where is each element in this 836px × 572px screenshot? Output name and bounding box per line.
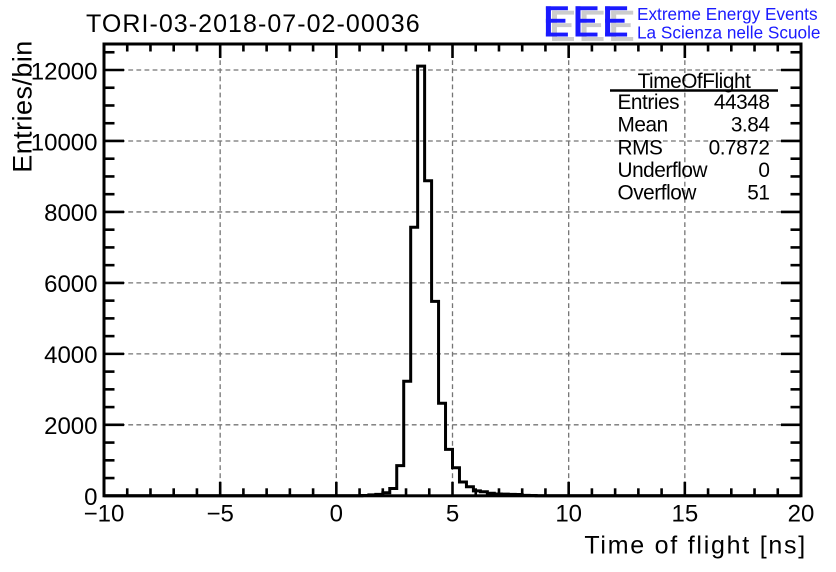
svg-text:5: 5 <box>446 501 459 528</box>
svg-text:0: 0 <box>758 159 769 182</box>
svg-text:0: 0 <box>84 484 97 511</box>
svg-text:15: 15 <box>671 501 698 528</box>
svg-text:6000: 6000 <box>44 271 97 298</box>
svg-text:2000: 2000 <box>44 413 97 440</box>
svg-text:0: 0 <box>330 501 343 528</box>
svg-text:RMS: RMS <box>618 136 663 159</box>
svg-text:Overflow: Overflow <box>618 182 698 205</box>
svg-text:Entries/bin: Entries/bin <box>8 40 38 173</box>
svg-text:Underflow: Underflow <box>618 159 709 182</box>
svg-text:Time of flight [ns]: Time of flight [ns] <box>584 532 807 560</box>
svg-text:TimeOfFlight: TimeOfFlight <box>638 70 752 93</box>
svg-text:4000: 4000 <box>44 342 97 369</box>
svg-text:La Scienza nelle Scuole: La Scienza nelle Scuole <box>637 22 820 42</box>
svg-text:3.84: 3.84 <box>731 114 770 137</box>
svg-text:8000: 8000 <box>44 200 97 227</box>
svg-text:10000: 10000 <box>31 129 98 156</box>
svg-text:Extreme Energy Events: Extreme Energy Events <box>637 4 818 24</box>
svg-text:20: 20 <box>788 501 815 528</box>
svg-text:44348: 44348 <box>714 91 770 114</box>
svg-text:−10: −10 <box>84 501 125 528</box>
svg-text:10: 10 <box>555 501 582 528</box>
svg-text:Mean: Mean <box>618 114 668 137</box>
svg-text:12000: 12000 <box>31 58 98 85</box>
svg-text:Entries: Entries <box>618 91 680 114</box>
svg-text:51: 51 <box>747 182 769 205</box>
svg-text:−5: −5 <box>206 501 233 528</box>
svg-text:0.7872: 0.7872 <box>709 136 770 159</box>
svg-text:TORI-03-2018-07-02-00036: TORI-03-2018-07-02-00036 <box>86 10 421 38</box>
